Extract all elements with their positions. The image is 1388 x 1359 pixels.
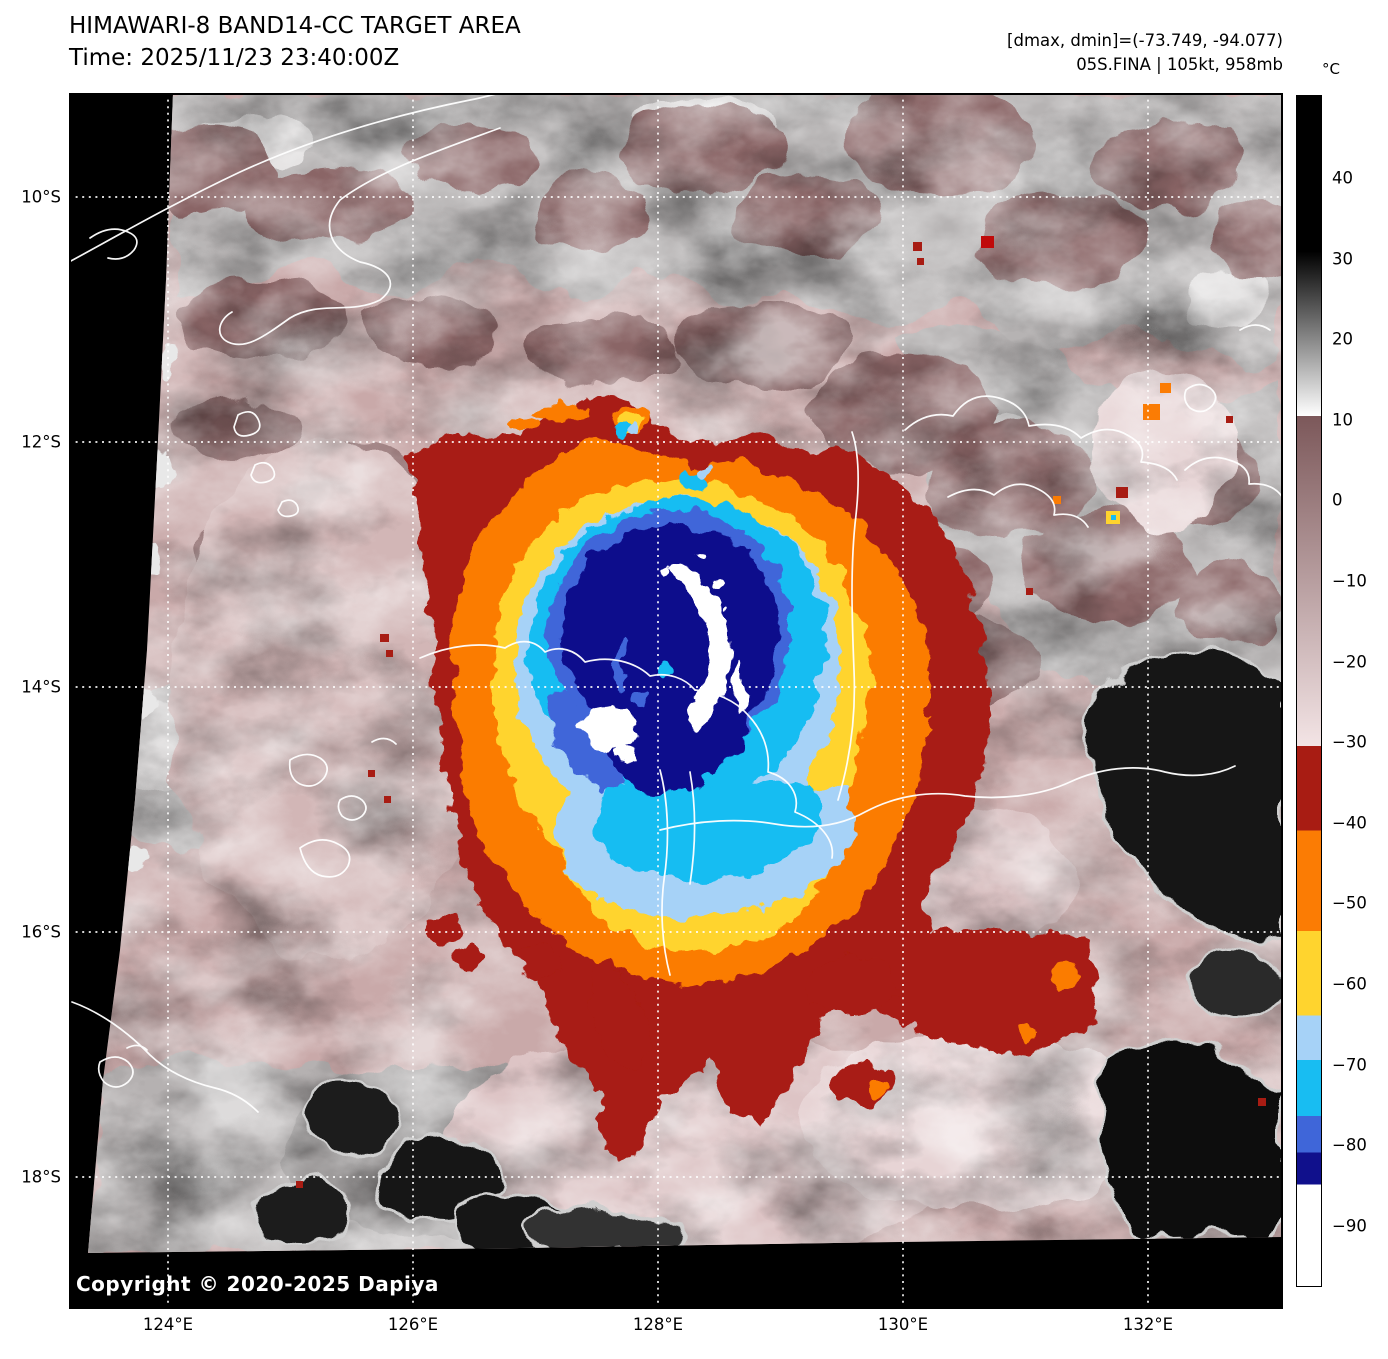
stats-block: [dmax, dmin]=(-73.749, -94.077) 05S.FINA … (1007, 29, 1283, 77)
dmax-dmin-readout: [dmax, dmin]=(-73.749, -94.077) (1007, 31, 1283, 50)
colorbar-tick-label: 30 (1332, 249, 1353, 268)
colorbar-gradient (1296, 95, 1322, 1287)
colorbar-tick-label: −20 (1332, 652, 1367, 671)
timestamp: Time: 2025/11/23 23:40:00Z (69, 45, 399, 71)
copyright-text: Copyright © 2020-2025 Dapiya (76, 1272, 439, 1296)
satellite-image (69, 93, 1283, 1309)
colorbar-tick-label: −10 (1332, 571, 1367, 590)
y-tick-label: 10°S (0, 188, 61, 207)
colorbar-tick-label: −90 (1332, 1216, 1367, 1235)
y-tick-label: 12°S (0, 433, 61, 452)
title-block: HIMAWARI-8 BAND14-CC TARGET AREA Time: 20… (69, 11, 521, 74)
colorbar-tick-label: 0 (1332, 491, 1343, 510)
colorbar-unit-label: °C (1322, 60, 1340, 78)
y-tick-label: 18°S (0, 1168, 61, 1187)
colorbar-tick-label: 10 (1332, 410, 1353, 429)
colorbar-tick-label: 40 (1332, 169, 1353, 188)
page-title: HIMAWARI-8 BAND14-CC TARGET AREA (69, 13, 521, 39)
y-tick-label: 16°S (0, 923, 61, 942)
colorbar-tick-label: −40 (1332, 813, 1367, 832)
x-tick-label: 132°E (1123, 1315, 1173, 1334)
colorbar-tick-label: −80 (1332, 1136, 1367, 1155)
x-tick-label: 130°E (878, 1315, 928, 1334)
colorbar-tick-label: 20 (1332, 330, 1353, 349)
colorbar-tick-label: −50 (1332, 894, 1367, 913)
x-tick-label: 126°E (388, 1315, 438, 1334)
figure: HIMAWARI-8 BAND14-CC TARGET AREA Time: 20… (0, 0, 1388, 1359)
x-tick-label: 128°E (633, 1315, 683, 1334)
data-region (69, 93, 1283, 1309)
storm-intensity-readout: 05S.FINA | 105kt, 958mb (1076, 55, 1283, 74)
y-tick-label: 14°S (0, 678, 61, 697)
colorbar-tick-label: −60 (1332, 974, 1367, 993)
colorbar-tick-label: −70 (1332, 1055, 1367, 1074)
satellite-map: Copyright © 2020-2025 Dapiya (69, 93, 1283, 1309)
x-tick-label: 124°E (143, 1315, 193, 1334)
colorbar-tick-label: −30 (1332, 733, 1367, 752)
